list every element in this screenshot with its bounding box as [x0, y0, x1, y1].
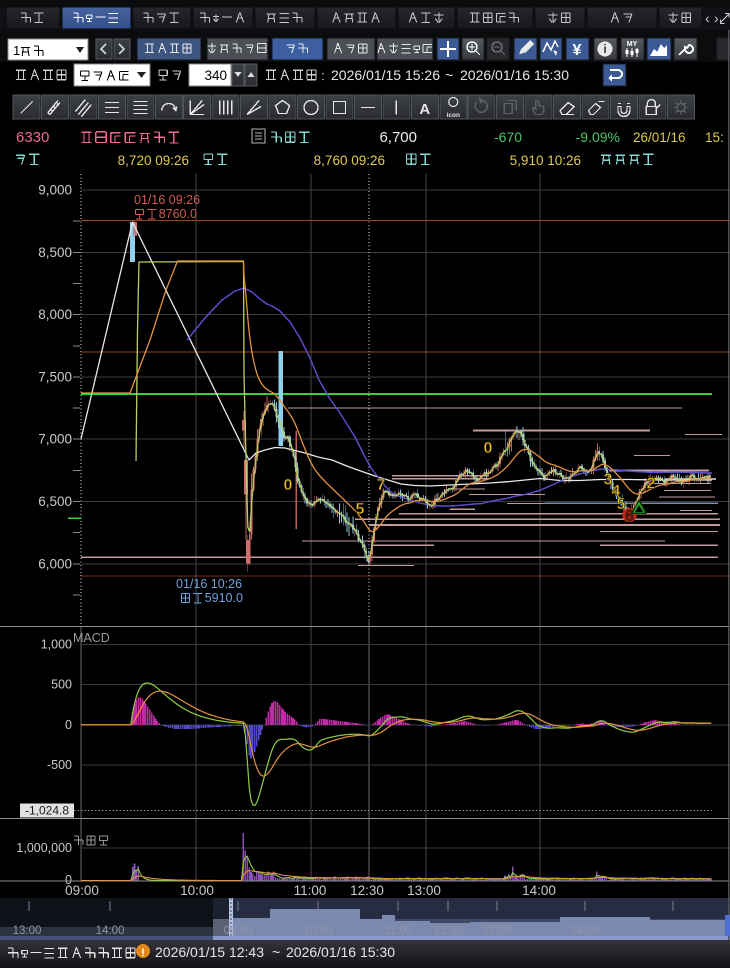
svg-text:7,000: 7,000 [38, 432, 72, 447]
svg-text:i: i [603, 42, 606, 56]
svg-text:0: 0 [65, 873, 72, 887]
svg-text:26/01/16: 26/01/16 [633, 130, 686, 145]
svg-text:!: ! [141, 947, 145, 959]
svg-text:6,700: 6,700 [379, 129, 417, 146]
svg-text:13:00: 13:00 [13, 925, 42, 937]
svg-text:5: 5 [356, 501, 365, 518]
svg-text:-1,024.8: -1,024.8 [25, 804, 69, 818]
svg-text:MACD: MACD [73, 631, 110, 645]
svg-text:13:00: 13:00 [407, 883, 441, 898]
svg-text:6,000: 6,000 [38, 556, 72, 571]
svg-text:11:00: 11:00 [384, 925, 412, 937]
svg-text:0: 0 [284, 477, 293, 494]
svg-text:-670: -670 [494, 129, 522, 145]
svg-text:2026/01/15 12:43: 2026/01/15 12:43 [155, 944, 264, 960]
svg-text:14:00: 14:00 [96, 925, 125, 937]
svg-text:5: 5 [617, 496, 626, 513]
svg-text:2026/01/16 15:30: 2026/01/16 15:30 [286, 944, 395, 960]
svg-text:09:00: 09:00 [224, 925, 253, 937]
svg-text:5,910 10:26: 5,910 10:26 [510, 153, 581, 168]
svg-text:13:00: 13:00 [483, 925, 512, 937]
svg-text::: : [321, 68, 325, 83]
svg-text:6,500: 6,500 [38, 494, 72, 509]
svg-text:~: ~ [445, 67, 453, 83]
svg-text:340: 340 [204, 68, 227, 83]
svg-text:7: 7 [377, 477, 386, 494]
svg-text:A: A [419, 101, 430, 118]
svg-text:10:00: 10:00 [180, 883, 214, 898]
svg-text:›: › [714, 10, 719, 26]
svg-text:12:30: 12:30 [350, 883, 384, 898]
svg-text:8760.0: 8760.0 [159, 207, 197, 221]
svg-text:-500: -500 [47, 758, 72, 772]
svg-text:500: 500 [51, 678, 72, 692]
svg-text:5910.0: 5910.0 [205, 591, 243, 605]
svg-text:01/16 10:26: 01/16 10:26 [176, 577, 242, 591]
svg-text:‹: ‹ [705, 10, 710, 26]
svg-text:8,720 09:26: 8,720 09:26 [118, 153, 189, 168]
svg-text:01/16 09:26: 01/16 09:26 [134, 193, 200, 207]
svg-text:3: 3 [604, 472, 613, 489]
svg-text:0: 0 [484, 440, 493, 457]
svg-text:MY: MY [627, 41, 638, 48]
svg-text:15:: 15: [705, 130, 724, 145]
svg-text:1: 1 [13, 43, 20, 58]
svg-text:2026/01/15 15:26: 2026/01/15 15:26 [331, 67, 440, 83]
svg-text:10:00: 10:00 [304, 925, 333, 937]
svg-text:09:00: 09:00 [65, 883, 99, 898]
svg-text:6: 6 [625, 508, 634, 525]
svg-text:-9.09%: -9.09% [576, 129, 620, 145]
svg-text:~: ~ [272, 944, 280, 960]
svg-text:4: 4 [612, 483, 621, 500]
svg-text:2: 2 [647, 476, 656, 493]
svg-text:0: 0 [65, 718, 72, 732]
svg-text:8,500: 8,500 [38, 245, 72, 260]
svg-text:8,000: 8,000 [38, 307, 72, 322]
svg-text:2026/01/16 15:30: 2026/01/16 15:30 [460, 67, 569, 83]
svg-text:icon: icon [447, 112, 460, 119]
svg-text:9,000: 9,000 [38, 183, 72, 198]
svg-text:6330: 6330 [16, 129, 49, 146]
svg-text:14:00: 14:00 [571, 925, 600, 937]
svg-text:8,760 09:26: 8,760 09:26 [314, 153, 385, 168]
svg-text:7,500: 7,500 [38, 369, 72, 384]
svg-text:14:00: 14:00 [522, 883, 556, 898]
svg-text:11:00: 11:00 [294, 883, 327, 898]
svg-text:¥: ¥ [573, 42, 582, 59]
svg-text:1,000,000: 1,000,000 [16, 841, 72, 855]
svg-text:1,000: 1,000 [41, 637, 72, 651]
svg-text:12:30: 12:30 [434, 925, 463, 937]
